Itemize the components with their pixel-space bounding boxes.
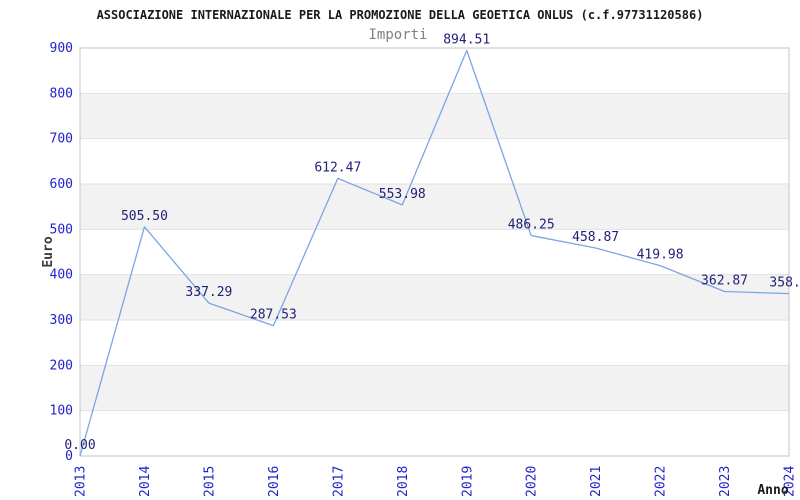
y-tick-label: 100 <box>50 404 73 419</box>
y-tick-label: 800 <box>50 86 73 101</box>
data-point-label: 458.87 <box>572 230 619 245</box>
data-point-label: 337.29 <box>185 285 232 300</box>
line-series-layer <box>79 49 790 457</box>
y-tick-label: 300 <box>50 313 73 328</box>
x-tick-label: 2017 <box>331 466 346 497</box>
plot-band <box>80 93 789 139</box>
x-tick-label: 2015 <box>202 466 217 497</box>
data-line <box>79 49 790 457</box>
y-axis-tick-layer: 0 100 200 300 400 500 600 700 800 900 <box>50 41 73 464</box>
x-tick-label: 2014 <box>138 466 153 497</box>
chart-title: ASSOCIAZIONE INTERNAZIONALE PER LA PROMO… <box>97 8 704 22</box>
x-tick-label: 2024 <box>783 466 798 497</box>
x-tick-label: 2023 <box>718 466 733 497</box>
x-tick-label: 2013 <box>74 466 89 497</box>
plot-frame-layer <box>79 47 790 457</box>
x-tick-label: 2018 <box>396 466 411 497</box>
data-label-layer: 0.00 505.50 337.29 287.53 612.47 553.98 894.51… <box>64 32 800 453</box>
y-tick-label: 700 <box>50 132 73 147</box>
y-tick-label: 400 <box>50 268 73 283</box>
x-axis-title: Anno <box>757 483 788 498</box>
y-tick-label: 0 <box>65 449 73 464</box>
y-tick-label: 200 <box>50 358 73 373</box>
plot-frame <box>79 47 790 457</box>
x-tick-label: 2019 <box>460 466 475 497</box>
x-tick-label: 2021 <box>589 466 604 497</box>
data-point-label: 486.25 <box>508 218 555 233</box>
x-tick-label: 2020 <box>525 466 540 497</box>
plot-band <box>80 274 789 320</box>
data-point-label: 553.98 <box>379 187 426 202</box>
data-point-label: 612.47 <box>314 160 361 175</box>
data-point-label: 419.98 <box>637 248 684 263</box>
data-point-label: 894.51 <box>443 32 490 47</box>
data-point-label: 0.00 <box>64 438 95 453</box>
y-tick-label: 500 <box>50 222 73 237</box>
plot-band <box>80 365 789 411</box>
data-point-label: 287.53 <box>250 308 297 323</box>
x-tick-label: 2016 <box>267 466 282 497</box>
plot-band <box>80 184 789 230</box>
data-point-label: 362.87 <box>701 273 748 288</box>
data-point-label: 358.2 <box>769 276 800 291</box>
y-axis-title: Euro <box>41 236 56 267</box>
y-tick-label: 600 <box>50 177 73 192</box>
data-point-label: 505.50 <box>121 209 168 224</box>
chart-subtitle: Importi <box>368 27 427 43</box>
x-axis-tick-layer: 2013 2014 2015 2016 2017 2018 2019 2020 2021 2022… <box>74 466 798 497</box>
plot-band-layer <box>80 93 789 411</box>
y-tick-label: 900 <box>50 41 73 56</box>
x-tick-label: 2022 <box>654 466 669 497</box>
gridline-layer <box>80 92 789 412</box>
